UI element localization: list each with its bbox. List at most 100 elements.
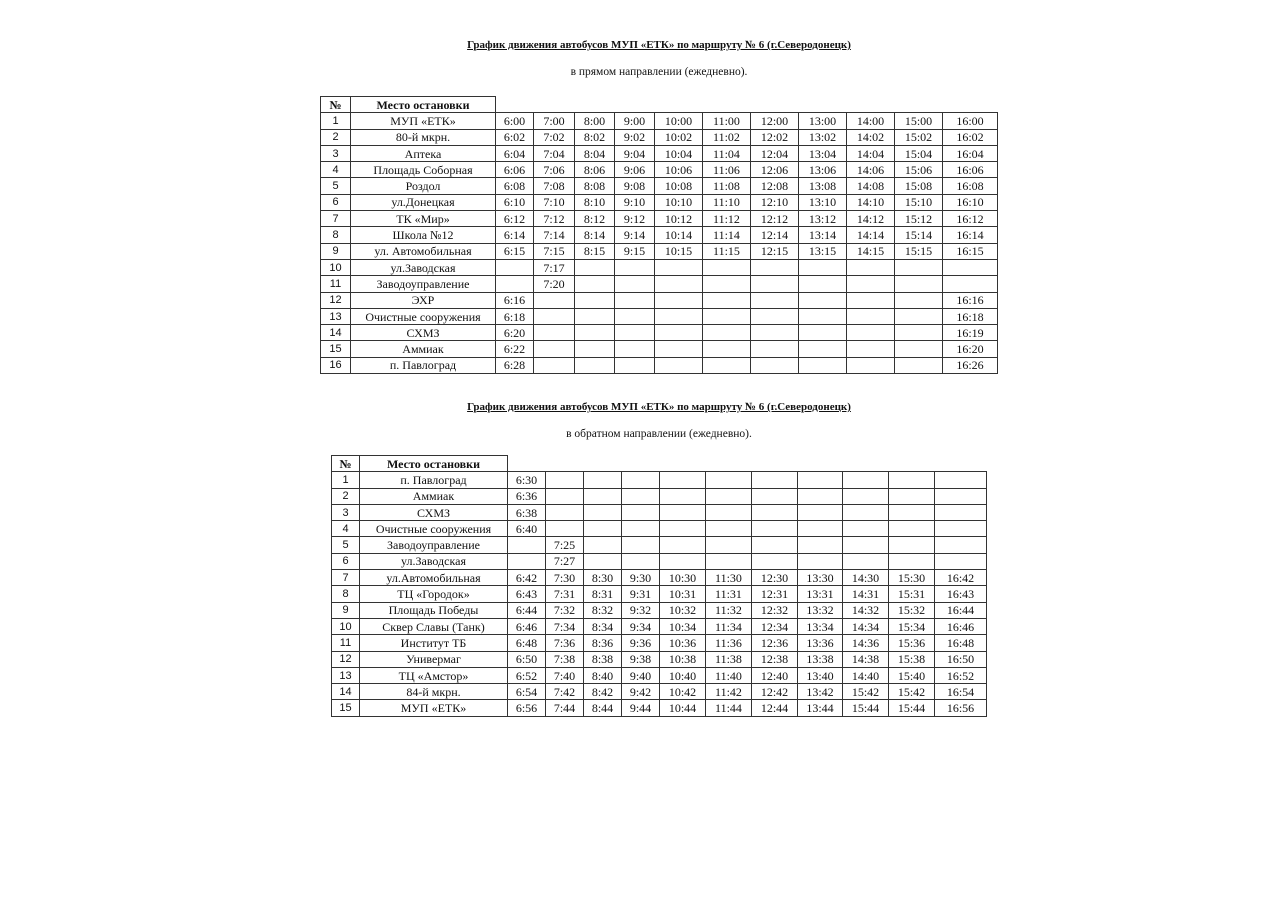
departure-time: 6:46 [507, 617, 546, 636]
empty-cell [659, 487, 706, 505]
departure-time: 16:50 [934, 650, 987, 668]
stop-number: 1 [331, 471, 360, 489]
departure-time: 7:08 [533, 177, 575, 195]
departure-time: 7:10 [533, 193, 575, 212]
empty-cell [583, 503, 622, 522]
empty-cell [750, 324, 799, 342]
departure-time: 7:31 [545, 585, 584, 603]
departure-time: 8:14 [574, 226, 615, 244]
empty-cell [842, 487, 889, 505]
stop-row: 10 Сквер Славы (Танк) 6:46 7:34 8:34 9:34 10:3… [331, 617, 987, 636]
departure-time: 11:06 [702, 161, 751, 179]
empty-cell [659, 471, 706, 489]
empty-cell [574, 356, 615, 375]
departure-time: 13:38 [797, 650, 843, 668]
stop-row: 11 Институт ТБ 6:48 7:36 8:36 9:36 10:36 11:36 1… [331, 634, 987, 652]
departure-time: 6:38 [507, 503, 546, 522]
section-subtitle: в прямом направлении (ежедневно). [570, 66, 748, 78]
empty-cell [545, 487, 584, 505]
empty-cell [705, 552, 752, 571]
departure-time: 15:15 [894, 242, 943, 260]
stop-number: 1 [320, 112, 351, 130]
departure-time: 9:06 [614, 161, 655, 179]
departure-time: 14:36 [842, 634, 889, 652]
departure-time: 10:36 [659, 634, 706, 652]
stop-row: 7 ул.Автомобильная 6:42 7:30 8:30 9:30 10:30 11… [331, 569, 987, 587]
departure-time: 15:12 [894, 210, 943, 228]
departure-time: 7:32 [545, 601, 584, 619]
departure-time: 11:42 [705, 683, 752, 701]
departure-time: 6:28 [495, 356, 534, 375]
header-cell: Место остановки [350, 95, 496, 114]
departure-time: 13:36 [797, 634, 843, 652]
departure-time: 12:10 [750, 193, 799, 212]
departure-time: 13:04 [798, 144, 847, 163]
stop-number: 12 [331, 650, 360, 668]
departure-time: 13:32 [797, 601, 843, 619]
empty-cell [533, 307, 575, 326]
empty-cell [574, 258, 615, 277]
departure-time: 10:15 [654, 242, 703, 260]
stop-number: 3 [320, 144, 351, 163]
empty-cell [654, 291, 703, 309]
departure-time: 15:14 [894, 226, 943, 244]
stop-number: 7 [320, 210, 351, 228]
departure-time: 10:42 [659, 683, 706, 701]
stop-number: 10 [331, 617, 360, 636]
stop-name: ТК «Мир» [350, 210, 496, 228]
departure-time: 6:30 [507, 471, 546, 489]
stop-row: 5 Роздол 6:08 7:08 8:08 9:08 10:08 11:08 12:08 13… [320, 177, 998, 195]
stop-name: ул. Автомобильная [350, 242, 496, 260]
departure-time: 14:32 [842, 601, 889, 619]
departure-time: 9:02 [614, 128, 655, 146]
departure-time: 14:34 [842, 617, 889, 636]
empty-cell [888, 520, 935, 538]
empty-cell [751, 487, 798, 505]
departure-time: 13:40 [797, 666, 843, 685]
empty-cell [842, 536, 889, 554]
departure-time: 14:08 [846, 177, 895, 195]
departure-time: 8:42 [583, 683, 622, 701]
departure-time: 6:36 [507, 487, 546, 505]
empty-cell [614, 275, 655, 293]
departure-time: 14:38 [842, 650, 889, 668]
departure-time: 15:44 [888, 699, 935, 717]
departure-time: 8:38 [583, 650, 622, 668]
departure-time: 11:38 [705, 650, 752, 668]
empty-cell [934, 487, 987, 505]
departure-time: 10:14 [654, 226, 703, 244]
empty-cell [751, 552, 798, 571]
empty-cell [846, 340, 895, 358]
departure-time: 10:44 [659, 699, 706, 717]
departure-time: 9:00 [614, 112, 655, 130]
departure-time: 15:44 [842, 699, 889, 717]
stop-number: 8 [320, 226, 351, 244]
empty-cell [621, 520, 660, 538]
departure-time: 11:44 [705, 699, 752, 717]
departure-time: 8:12 [574, 210, 615, 228]
empty-cell [888, 552, 935, 571]
departure-time: 10:30 [659, 569, 706, 587]
stop-row: 12 ЭХР 6:16 16:16 [320, 291, 998, 309]
empty-cell [654, 275, 703, 293]
empty-cell [798, 275, 847, 293]
departure-time: 9:15 [614, 242, 655, 260]
empty-cell [583, 487, 622, 505]
stop-row: 6 ул.Донецкая 6:10 7:10 8:10 9:10 10:10 11:10 12… [320, 193, 998, 212]
stop-number: 16 [320, 356, 351, 375]
departure-time: 11:12 [702, 210, 751, 228]
stop-row: 8 Школа №12 6:14 7:14 8:14 9:14 10:14 11:14 12:1… [320, 226, 998, 244]
departure-time: 6:00 [495, 112, 534, 130]
empty-cell [621, 552, 660, 571]
departure-time: 8:30 [583, 569, 622, 587]
empty-cell [533, 291, 575, 309]
empty-cell [659, 520, 706, 538]
stop-row: 16 п. Павлоград 6:28 16:26 [320, 356, 998, 375]
empty-cell [798, 340, 847, 358]
empty-cell [894, 258, 943, 277]
departure-time: 7:06 [533, 161, 575, 179]
departure-time: 8:06 [574, 161, 615, 179]
empty-cell [797, 503, 843, 522]
departure-time: 7:02 [533, 128, 575, 146]
departure-time: 12:32 [751, 601, 798, 619]
